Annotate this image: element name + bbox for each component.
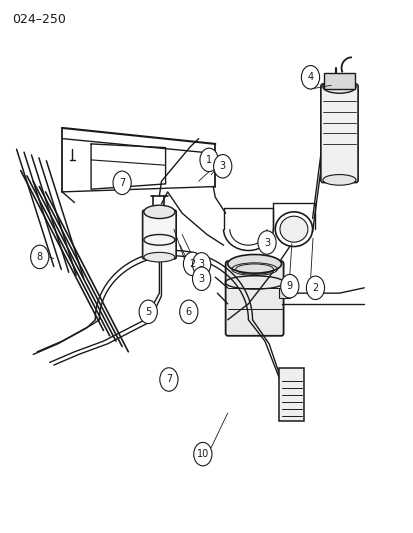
Text: 7: 7 [119,178,125,188]
Text: 3: 3 [198,260,204,269]
Text: 3: 3 [198,274,204,284]
Text: 2: 2 [189,259,195,269]
Text: 9: 9 [286,281,292,291]
Text: 024–250: 024–250 [12,13,66,26]
Circle shape [213,155,231,178]
Ellipse shape [144,252,175,262]
Circle shape [257,231,275,254]
Text: 1: 1 [206,155,211,165]
Ellipse shape [227,255,281,273]
Text: 3: 3 [219,161,225,171]
Circle shape [139,300,157,324]
Circle shape [113,171,131,195]
Circle shape [193,442,211,466]
Bar [323,73,354,89]
Text: 8: 8 [37,252,43,262]
Circle shape [306,276,324,300]
Text: 4: 4 [307,72,313,82]
Circle shape [280,274,298,298]
Ellipse shape [322,80,355,93]
FancyBboxPatch shape [320,84,357,182]
Text: 7: 7 [165,375,172,384]
Text: 6: 6 [185,307,191,317]
Text: 3: 3 [263,238,269,247]
Circle shape [301,66,319,89]
Ellipse shape [322,175,355,185]
FancyBboxPatch shape [225,261,283,336]
Ellipse shape [144,205,175,219]
Ellipse shape [279,216,307,242]
Circle shape [192,267,210,290]
Circle shape [179,300,197,324]
Bar [279,288,289,298]
Circle shape [31,245,49,269]
Bar [279,368,304,421]
Circle shape [199,148,218,172]
Circle shape [159,368,178,391]
Text: 5: 5 [145,307,151,317]
Text: 2: 2 [311,283,318,293]
Circle shape [192,253,210,276]
Text: 10: 10 [196,449,209,459]
FancyBboxPatch shape [142,210,176,259]
Circle shape [183,252,201,276]
